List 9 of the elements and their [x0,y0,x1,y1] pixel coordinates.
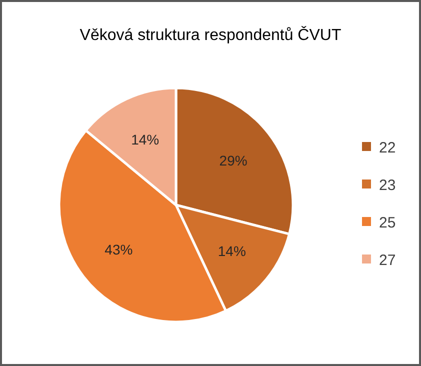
legend-label: 22 [379,139,396,156]
data-label: 29% [219,152,248,168]
legend-label: 25 [379,214,396,232]
data-label: 43% [104,241,133,258]
data-label: 14% [218,243,246,260]
data-label: 14% [131,131,160,148]
legend-label: 23 [379,176,396,194]
chart-title: Věková struktura respondentů ČVUT [80,26,342,44]
legend-label: 27 [379,252,396,269]
